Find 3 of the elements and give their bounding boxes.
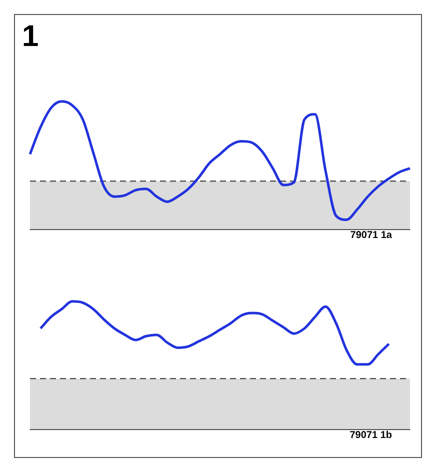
annotation: 79071 1b bbox=[348, 430, 393, 441]
text: 79071 1a bbox=[349, 230, 393, 241]
chart-title: 1 bbox=[22, 20, 39, 54]
